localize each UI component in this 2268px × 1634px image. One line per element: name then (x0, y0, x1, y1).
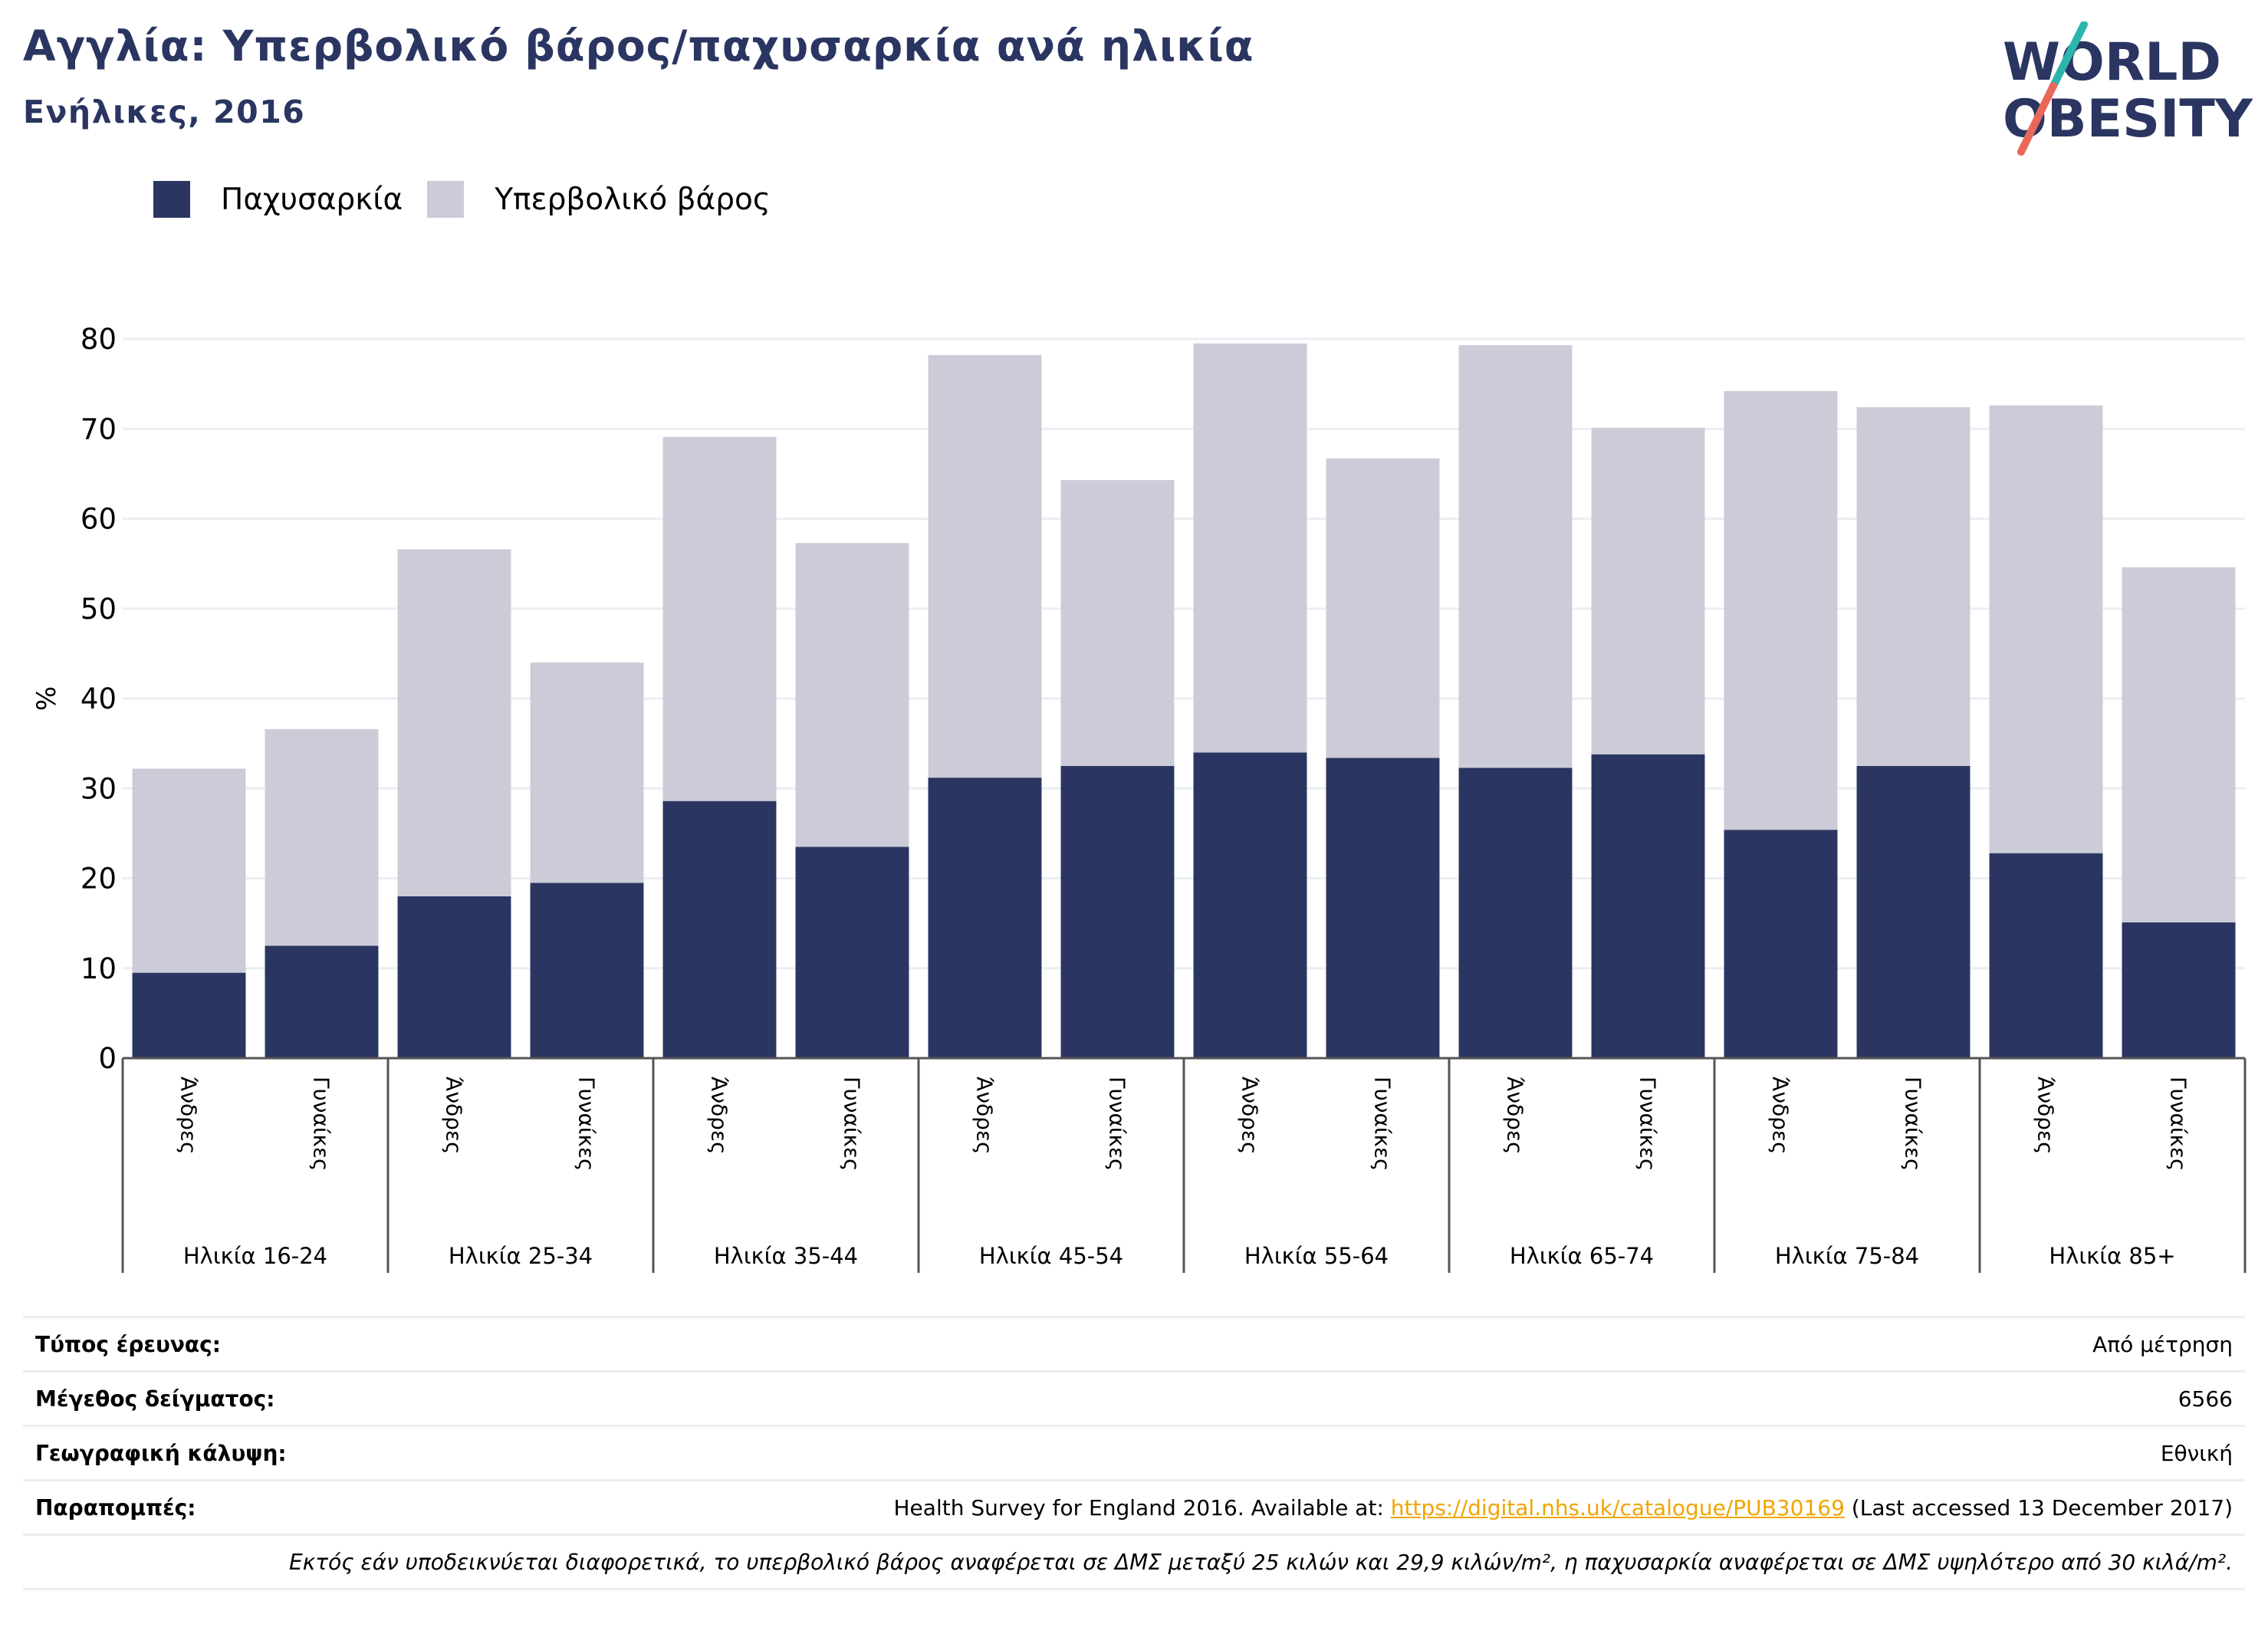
bar-obesity (265, 945, 379, 1058)
y-tick-label: 70 (81, 413, 117, 445)
chart-subtitle: Ενήλικες, 2016 (23, 94, 306, 130)
y-tick-label: 30 (81, 772, 117, 805)
bar-obesity (1326, 758, 1440, 1058)
bar-overweight (2122, 567, 2236, 922)
legend-label-obesity: Παχυσαρκία (221, 182, 403, 217)
info-row-survey-type: Τύπος έρευνας: Από μέτρηση (23, 1318, 2245, 1373)
x-group-label: Ηλικία 75-84 (1775, 1243, 1919, 1269)
bar-obesity (1856, 765, 1971, 1058)
y-tick-label: 10 (81, 952, 117, 985)
references-suffix: (Last accessed 13 December 2017) (1844, 1494, 2233, 1521)
bar-overweight (265, 728, 379, 946)
sample-size-value: 6566 (2178, 1386, 2233, 1412)
x-category-label: Άνδρες (972, 1077, 998, 1155)
x-category-label: Άνδρες (1503, 1077, 1528, 1155)
bar-overweight (530, 662, 644, 883)
x-group-label: Ηλικία 45-54 (979, 1243, 1123, 1269)
coverage-value: Εθνική (2160, 1440, 2233, 1466)
bar-obesity (132, 972, 246, 1058)
y-tick-label: 60 (81, 503, 117, 536)
bar-overweight (1989, 405, 2103, 853)
x-group-label: Ηλικία 85+ (2049, 1243, 2175, 1269)
y-tick-label: 20 (81, 863, 117, 896)
legend-swatch-overweight (427, 181, 465, 218)
bar-obesity (530, 883, 644, 1058)
chart-legend: Παχυσαρκία Υπερβολικό βάρος (153, 176, 795, 222)
coverage-label: Γεωγραφική κάλυψη: (35, 1440, 287, 1466)
bar-obesity (1724, 830, 1838, 1058)
bar-obesity (795, 847, 909, 1058)
legend-item-overweight: Υπερβολικό βάρος (427, 181, 771, 218)
bar-overweight (795, 543, 909, 847)
y-tick-label: 40 (81, 682, 117, 715)
bar-obesity (1060, 765, 1175, 1058)
bar-overweight (132, 768, 246, 973)
x-group-label: Ηλικία 65-74 (1510, 1243, 1654, 1269)
x-category-label: Γυναίκες (840, 1077, 865, 1171)
bar-overweight (1326, 458, 1440, 758)
logo-slash-teal (2049, 21, 2088, 90)
x-category-label: Γυναίκες (1901, 1077, 1926, 1171)
bar-overweight (1193, 343, 1307, 753)
bar-overweight (397, 549, 511, 896)
x-group-label: Ηλικία 35-44 (714, 1243, 858, 1269)
info-row-references: Παραπομπές: Health Survey for England 20… (23, 1481, 2245, 1536)
y-axis-label: % (31, 686, 62, 711)
x-category-label: Γυναίκες (574, 1077, 600, 1171)
sample-size-label: Μέγεθος δείγματος: (35, 1386, 275, 1412)
bar-overweight (1060, 480, 1175, 766)
definition-note: Εκτός εάν υποδεικνύεται διαφορετικά, το … (289, 1549, 2233, 1575)
x-group-label: Ηλικία 55-64 (1244, 1243, 1389, 1269)
y-tick-label: 80 (81, 323, 117, 356)
info-row-coverage: Γεωγραφική κάλυψη: Εθνική (23, 1427, 2245, 1481)
x-group-label: Ηλικία 25-34 (449, 1243, 593, 1269)
bar-overweight (1591, 428, 1705, 755)
bar-obesity (662, 801, 777, 1058)
y-tick-label: 0 (98, 1042, 117, 1075)
references-link[interactable]: https://digital.nhs.uk/catalogue/PUB3016… (1390, 1494, 1845, 1521)
bar-obesity (928, 778, 1042, 1058)
x-category-label: Άνδρες (2033, 1077, 2059, 1155)
bar-obesity (1989, 853, 2103, 1058)
x-category-label: Άνδρες (176, 1077, 202, 1155)
bar-obesity (397, 896, 511, 1058)
x-category-label: Άνδρες (707, 1077, 732, 1155)
survey-type-label: Τύπος έρευνας: (35, 1331, 221, 1357)
info-row-sample-size: Μέγεθος δείγματος: 6566 (23, 1373, 2245, 1427)
x-category-label: Άνδρες (1238, 1077, 1263, 1155)
bar-overweight (928, 355, 1042, 778)
legend-swatch-obesity (153, 181, 190, 218)
bar-obesity (1591, 754, 1705, 1058)
bar-chart: 0 10 20 30 40 50 60 70 80% Άνδρες Γυναίκες Άνδρες Γυ… (31, 323, 2247, 1273)
info-row-note: Εκτός εάν υποδεικνύεται διαφορετικά, το … (23, 1536, 2245, 1590)
x-category-label: Άνδρες (1768, 1077, 1793, 1155)
references-prefix: Health Survey for England 2016. Availabl… (893, 1494, 1391, 1521)
y-tick-label: 50 (81, 593, 117, 626)
logo-slash-coral (2017, 82, 2057, 156)
references-label: Παραπομπές: (35, 1494, 196, 1521)
legend-label-overweight: Υπερβολικό βάρος (495, 182, 771, 217)
world-obesity-logo: WORLD OBESITY (2003, 21, 2253, 156)
bar-obesity (1458, 768, 1573, 1058)
bar-obesity (1193, 752, 1307, 1058)
bar-overweight (1856, 407, 1971, 766)
x-category-label: Γυναίκες (2166, 1077, 2191, 1171)
bar-obesity (2122, 922, 2236, 1058)
logo-word-world: WORLD (2003, 32, 2221, 93)
chart-title: Αγγλία: Υπερβολικό βάρος/παχυσαρκία ανά … (23, 21, 1254, 71)
bar-overweight (1458, 345, 1573, 768)
x-category-label: Γυναίκες (309, 1077, 334, 1171)
x-category-label: Άνδρες (442, 1077, 467, 1155)
x-category-label: Γυναίκες (1105, 1077, 1130, 1171)
survey-type-value: Από μέτρηση (2092, 1331, 2233, 1357)
x-group-label: Ηλικία 16-24 (183, 1243, 327, 1269)
x-category-label: Γυναίκες (1635, 1077, 1661, 1171)
bar-overweight (662, 436, 777, 801)
x-category-label: Γυναίκες (1370, 1077, 1395, 1171)
references-value: Health Survey for England 2016. Availabl… (894, 1495, 2233, 1521)
legend-item-obesity: Παχυσαρκία (153, 181, 403, 218)
bar-overweight (1724, 391, 1838, 830)
info-table: Τύπος έρευνας: Από μέτρηση Μέγεθος δείγμ… (23, 1316, 2245, 1590)
